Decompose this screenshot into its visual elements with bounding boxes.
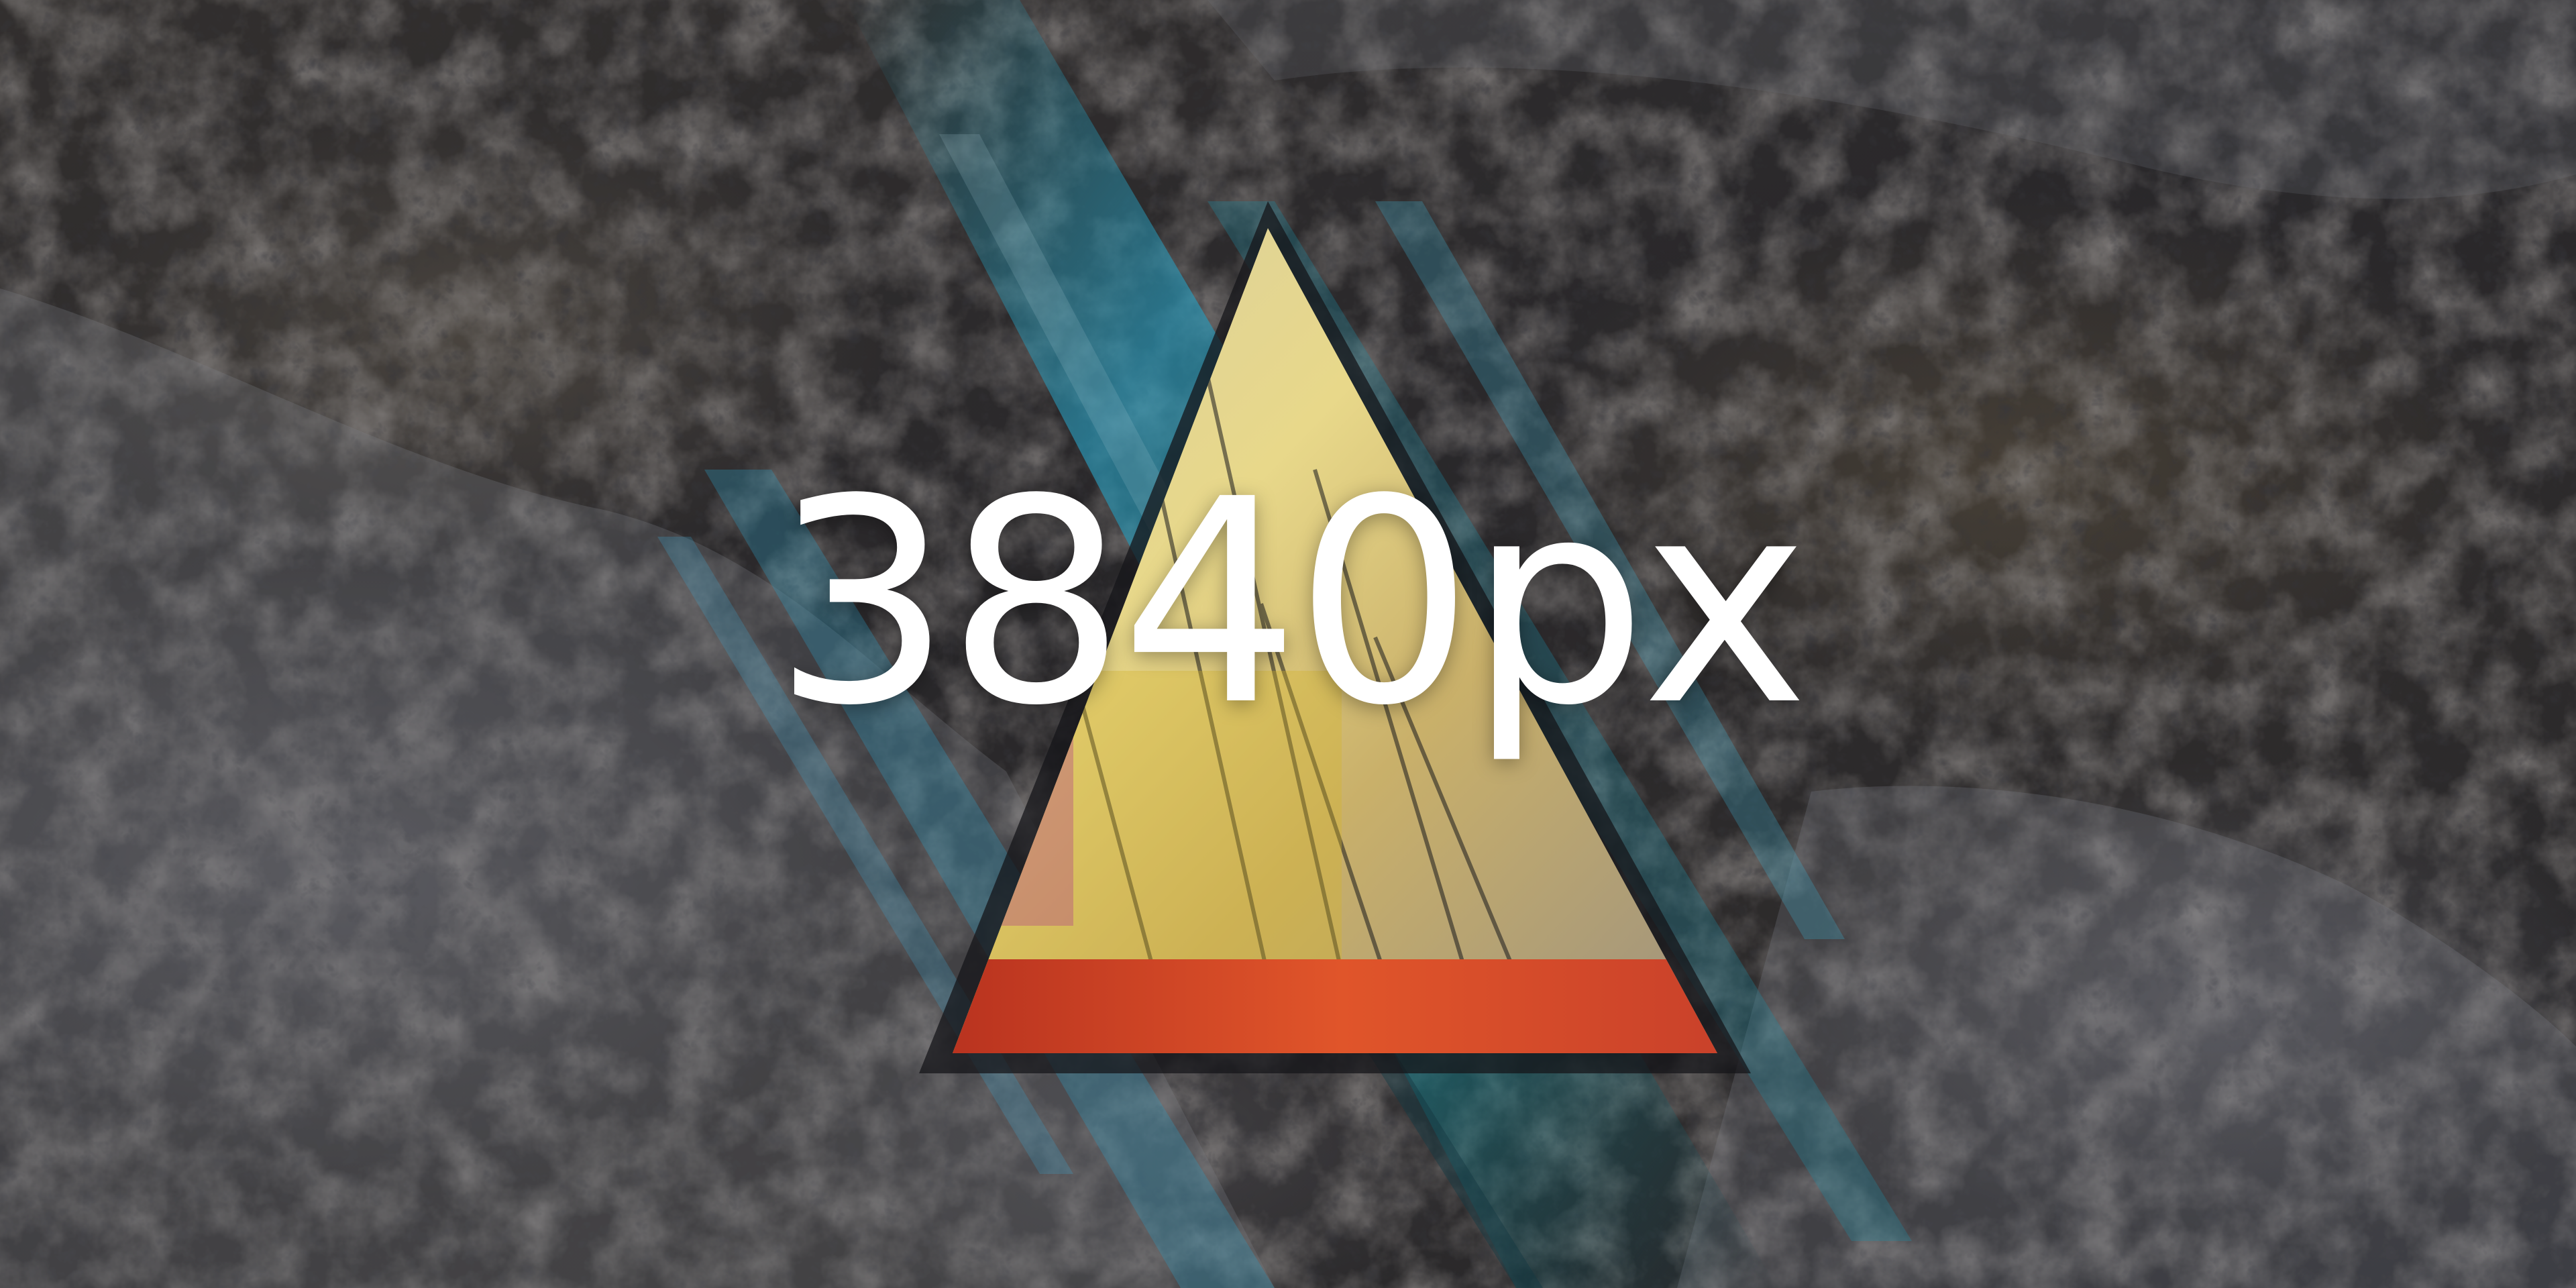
resolution-caption: 3840px — [772, 439, 1809, 767]
